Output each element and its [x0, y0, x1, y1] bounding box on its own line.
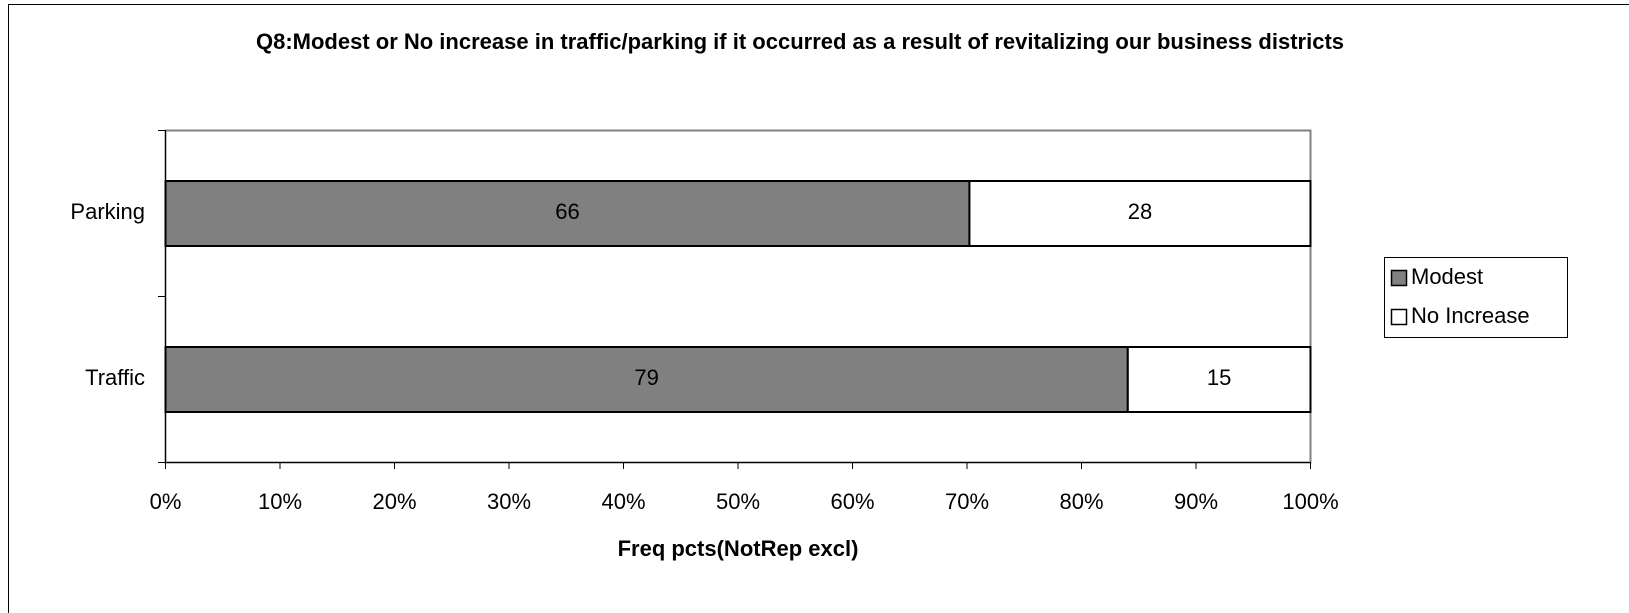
bar-segment	[164, 180, 971, 247]
data-label: 66	[555, 199, 579, 224]
legend-swatch	[1390, 308, 1408, 326]
bar-segment	[1126, 346, 1312, 413]
y-tick-label: Parking	[70, 199, 145, 224]
x-tick-label: 50%	[716, 489, 760, 514]
x-axis-title: Freq pcts(NotRep excl)	[618, 536, 859, 561]
legend-label: Modest	[1411, 264, 1483, 289]
data-label: 15	[1207, 365, 1231, 390]
x-tick-label: 90%	[1174, 489, 1218, 514]
x-tick-label: 40%	[601, 489, 645, 514]
x-tick-label: 30%	[487, 489, 531, 514]
bar-segment	[968, 180, 1312, 247]
legend-box	[1384, 257, 1568, 338]
x-tick-label: 100%	[1282, 489, 1338, 514]
x-tick-label: 20%	[372, 489, 416, 514]
x-tick-label: 0%	[150, 489, 182, 514]
x-tick-label: 70%	[945, 489, 989, 514]
x-tick-label: 60%	[830, 489, 874, 514]
legend-swatch	[1390, 269, 1408, 287]
y-tick-label: Traffic	[85, 365, 145, 390]
chart-border	[8, 4, 1629, 613]
legend-label: No Increase	[1411, 303, 1530, 328]
x-tick-label: 80%	[1059, 489, 1103, 514]
chart-title: Q8:Modest or No increase in traffic/park…	[255, 29, 1345, 54]
data-label: 79	[634, 365, 658, 390]
data-label: 28	[1128, 199, 1152, 224]
x-tick-label: 10%	[258, 489, 302, 514]
